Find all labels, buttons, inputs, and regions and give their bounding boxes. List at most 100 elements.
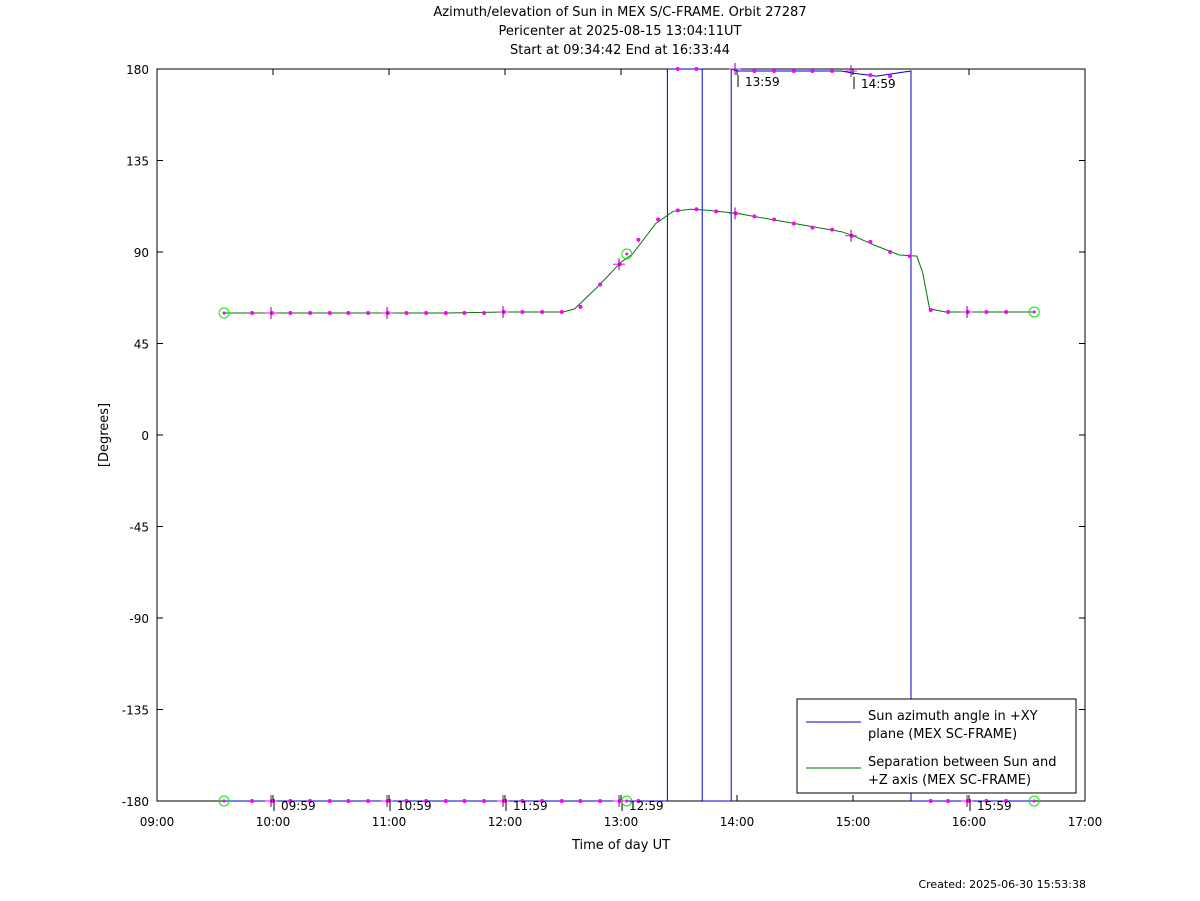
legend-box	[796, 698, 1077, 794]
sample-marker	[675, 67, 680, 71]
sample-marker	[791, 69, 796, 74]
y-tick-label: 180	[126, 63, 149, 77]
sample-marker	[424, 311, 429, 315]
sample-marker	[810, 225, 815, 230]
y-tick-label: 90	[134, 246, 149, 260]
sample-marker	[772, 69, 777, 74]
sample-marker	[482, 311, 487, 315]
sample-marker	[694, 207, 699, 212]
sample-marker	[598, 282, 603, 287]
sample-marker	[346, 311, 351, 315]
sample-marker	[830, 69, 835, 74]
sample-marker	[250, 311, 255, 315]
sample-marker	[907, 254, 912, 259]
y-tick-label: 0	[141, 429, 149, 443]
sample-marker	[540, 309, 545, 314]
sample-marker	[636, 799, 641, 803]
y-tick-label: -135	[122, 704, 149, 718]
sample-marker	[559, 309, 564, 314]
sample-marker	[636, 237, 641, 242]
sample-marker	[462, 799, 467, 803]
legend-label: Separation between Sun and	[868, 755, 1056, 770]
sample-marker	[578, 799, 583, 803]
sample-marker	[598, 799, 603, 803]
legend-label: +Z axis (MEX SC-FRAME)	[868, 773, 1031, 788]
sample-marker	[830, 227, 835, 232]
chart-title: Azimuth/elevation of Sun in MEX S/C-FRAM…	[433, 5, 807, 20]
y-tick-label: -45	[129, 521, 149, 535]
sample-marker	[946, 799, 951, 803]
y-tick-label: -90	[129, 612, 149, 626]
hour-label: 09:59	[281, 799, 316, 813]
hour-label: 12:59	[629, 799, 664, 813]
hour-label: 11:59	[513, 799, 548, 813]
sample-marker	[656, 217, 661, 222]
sample-marker	[694, 67, 699, 71]
sample-marker	[366, 311, 371, 315]
event-circle-center	[222, 311, 226, 315]
sample-marker	[791, 221, 796, 226]
azimuth-series-line	[224, 68, 1035, 802]
created-timestamp: Created: 2025-06-30 15:53:38	[918, 878, 1086, 891]
sample-marker	[772, 217, 777, 222]
sample-marker	[868, 239, 873, 244]
x-axis-label: Time of day UT	[571, 838, 670, 853]
sample-marker	[482, 799, 487, 803]
event-circle	[218, 307, 230, 319]
sample-marker	[404, 311, 409, 315]
sample-marker	[540, 799, 545, 803]
sample-marker	[346, 799, 351, 803]
event-circle	[1028, 795, 1040, 807]
separation-series-line	[224, 208, 1035, 314]
sample-marker	[366, 799, 371, 803]
x-tick-label: 09:00	[140, 815, 175, 829]
hour-label: 13:59	[745, 75, 780, 89]
x-tick-label: 10:00	[256, 815, 291, 829]
sample-marker	[308, 799, 313, 803]
hour-label: 14:59	[861, 77, 896, 91]
sample-marker	[810, 69, 815, 74]
sample-marker	[888, 250, 893, 254]
x-tick-label: 14:00	[720, 815, 755, 829]
sample-marker	[308, 311, 313, 315]
legend-label: Sun azimuth angle in +XY	[868, 709, 1038, 724]
sample-marker	[928, 307, 933, 312]
x-tick-label: 11:00	[372, 815, 407, 829]
event-circle	[218, 795, 230, 807]
sample-marker	[559, 799, 564, 803]
hour-label: 10:59	[397, 799, 432, 813]
sample-marker	[675, 208, 680, 213]
hour-label: 15:59	[977, 799, 1012, 813]
sample-marker	[1004, 799, 1009, 803]
event-circle	[1028, 306, 1040, 318]
sample-marker	[462, 311, 467, 315]
y-axis-label: [Degrees]	[97, 403, 112, 467]
sample-marker	[868, 73, 873, 78]
sample-marker	[288, 311, 293, 315]
sample-marker	[752, 214, 757, 219]
sample-marker	[928, 799, 933, 803]
start-end-subtitle: Start at 09:34:42 End at 16:33:44	[509, 43, 731, 58]
pericenter-subtitle: Pericenter at 2025-08-15 13:04:11UT	[498, 24, 742, 39]
event-circle-center	[1032, 799, 1036, 803]
sample-marker	[714, 209, 719, 214]
sample-marker	[288, 799, 293, 803]
plot-frame	[156, 68, 1086, 802]
event-circle-center	[625, 252, 629, 256]
event-circle-center	[222, 799, 226, 803]
legend-label: plane (MEX SC-FRAME)	[868, 727, 1017, 742]
sample-marker	[520, 799, 525, 803]
sample-marker	[443, 799, 448, 803]
x-tick-label: 16:00	[952, 815, 987, 829]
sample-marker	[888, 74, 893, 79]
event-circle	[621, 248, 633, 260]
sample-marker	[327, 799, 332, 803]
event-circle	[621, 795, 633, 807]
sample-marker	[946, 309, 951, 314]
x-tick-label: 15:00	[836, 815, 871, 829]
sample-marker	[424, 799, 429, 803]
sample-marker	[327, 311, 332, 315]
sample-marker	[1004, 309, 1009, 314]
sample-marker	[404, 799, 409, 803]
